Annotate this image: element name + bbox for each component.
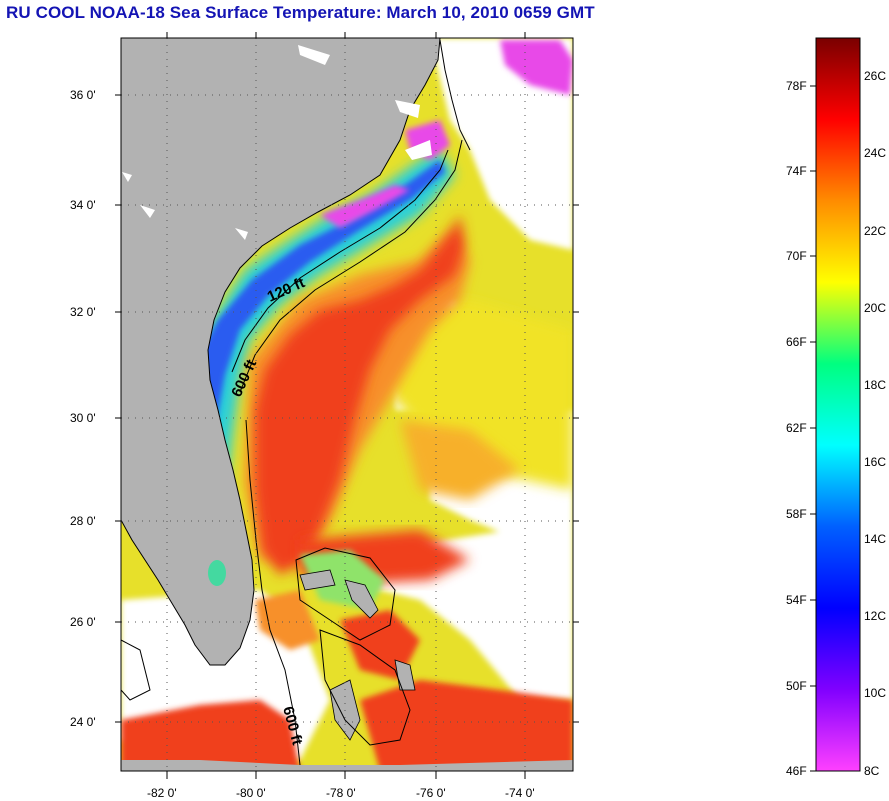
lat-tick-26: 26 0' — [70, 615, 96, 629]
sst-map-panel: 120 ft 600 ft 600 ft — [121, 38, 573, 771]
isobath-120ft — [231, 149, 449, 373]
colorbar-c-18: 18C — [864, 378, 887, 392]
gulf-stream-core — [255, 215, 465, 575]
colorbar-c-8: 8C — [864, 764, 880, 778]
lake-okeechobee — [208, 560, 226, 586]
colorbar-c-22: 22C — [864, 224, 887, 238]
cuba-coast — [121, 760, 573, 771]
colorbar-f-74: 74F — [786, 164, 807, 178]
latitude-ticks — [115, 94, 579, 723]
colorbar-c-26: 26C — [864, 69, 887, 83]
colorbar-c-24: 24C — [864, 146, 887, 160]
isobath-600ft-south — [245, 419, 301, 766]
isobath-600ft — [239, 139, 463, 393]
lat-tick-24: 24 0' — [70, 715, 96, 729]
colorbar-f-46: 46F — [786, 764, 807, 778]
lat-tick-30: 30 0' — [70, 411, 96, 425]
lat-tick-34: 34 0' — [70, 198, 96, 212]
colorbar-ticks — [810, 85, 816, 772]
colorbar-f-50: 50F — [786, 679, 807, 693]
colorbar-c-16: 16C — [864, 455, 887, 469]
warm-offshore-water — [380, 300, 573, 490]
lat-tick-36: 36 0' — [70, 88, 96, 102]
sounds-and-rivers — [122, 45, 432, 240]
lon-tick-80: -80 0' — [236, 786, 266, 800]
us-southeast-landmass — [121, 38, 441, 666]
colorbar-f-78: 78F — [786, 79, 807, 93]
florida-keys-water — [255, 590, 320, 650]
colorbar-c-14: 14C — [864, 532, 887, 546]
caribbean-warm-water — [360, 680, 573, 771]
colorbar-c-12: 12C — [864, 609, 887, 623]
lat-tick-32: 32 0' — [70, 305, 96, 319]
colorbar-f-54: 54F — [786, 593, 807, 607]
lat-tick-28: 28 0' — [70, 514, 96, 528]
figure-title: RU COOL NOAA-18 Sea Surface Temperature:… — [6, 3, 595, 22]
lon-tick-74: -74 0' — [505, 786, 535, 800]
lon-tick-78: -78 0' — [326, 786, 356, 800]
colorbar-c-20: 20C — [864, 301, 887, 315]
colorbar-f-66: 66F — [786, 335, 807, 349]
isobath-contours — [121, 39, 471, 766]
cold-water-magenta — [320, 185, 410, 228]
lon-tick-76: -76 0' — [416, 786, 446, 800]
warm-eddy-orange — [400, 420, 520, 500]
colorbar — [815, 37, 861, 772]
lon-tick-82: -82 0' — [147, 786, 177, 800]
cold-water-magenta-ne — [500, 40, 573, 95]
longitude-ticks — [166, 32, 526, 779]
colorbar-c-10: 10C — [864, 686, 887, 700]
colorbar-f-70: 70F — [786, 249, 807, 263]
florida-straits-water — [121, 700, 300, 771]
map-frame — [120, 37, 574, 772]
colorbar-f-62: 62F — [786, 421, 807, 435]
colorbar-f-58: 58F — [786, 507, 807, 521]
shelf-water-blue — [196, 160, 445, 480]
